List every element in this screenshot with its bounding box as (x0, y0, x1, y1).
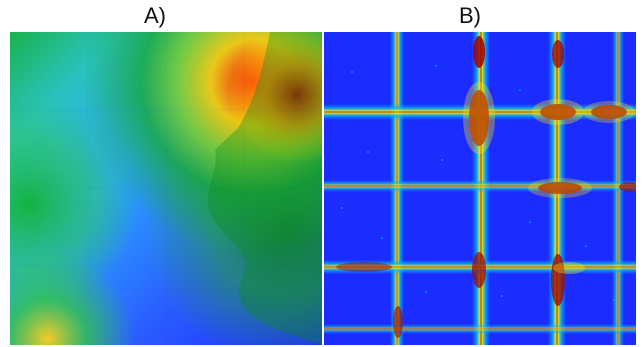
noise (341, 65, 615, 301)
panel-a-image (10, 32, 322, 345)
panel-label-a: A) (144, 3, 166, 28)
panel-label-b: B) (459, 3, 481, 28)
hotspots (336, 36, 636, 338)
panel-b-image (324, 32, 636, 345)
panel-b-heatmap (324, 32, 636, 345)
panel-a-heatmap (10, 32, 322, 345)
